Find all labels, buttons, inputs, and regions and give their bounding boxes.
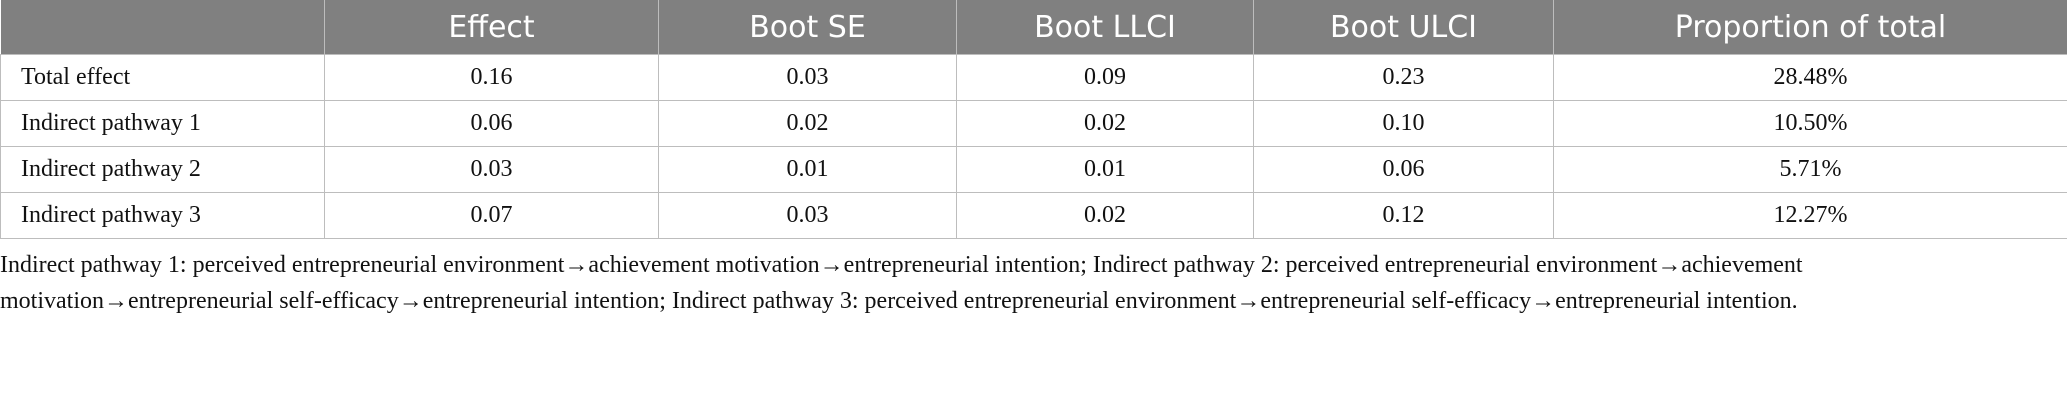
row-label: Total effect: [0, 54, 325, 101]
corner-cell: [0, 0, 325, 55]
cell: 0.01: [956, 146, 1254, 193]
column-header: Boot LLCI: [956, 0, 1254, 55]
cell: 0.16: [324, 54, 659, 101]
cell: 0.03: [658, 192, 957, 239]
cell: 0.01: [658, 146, 957, 193]
cell: 0.06: [1253, 146, 1554, 193]
header-row: Effect Boot SE Boot LLCI Boot ULCI Proportio…: [0, 0, 2067, 55]
cell: 0.10: [1253, 100, 1554, 147]
cell: 12.27%: [1553, 192, 2067, 239]
cell: 0.07: [324, 192, 659, 239]
cell: 0.03: [324, 146, 659, 193]
footnote: Indirect pathway 1: perceived entreprene…: [0, 252, 1803, 314]
cell: 0.02: [956, 100, 1254, 147]
cell: 0.06: [324, 100, 659, 147]
cell: 0.12: [1253, 192, 1554, 239]
table-body: Total effect 0.16 0.03 0.09 0.23 28.48% Indire…: [0, 54, 2067, 239]
column-header: Effect: [324, 0, 659, 55]
cell: 5.71%: [1553, 146, 2067, 193]
column-header: Boot ULCI: [1253, 0, 1554, 55]
cell: 0.02: [956, 192, 1254, 239]
column-header: Boot SE: [658, 0, 957, 55]
table-row: Indirect pathway 1 0.06 0.02 0.02 0.10 10.50%: [0, 100, 2067, 147]
row-label: Indirect pathway 2: [0, 146, 325, 193]
row-label: Indirect pathway 3: [0, 192, 325, 239]
cell: 28.48%: [1553, 54, 2067, 101]
cell: 10.50%: [1553, 100, 2067, 147]
table-row: Total effect 0.16 0.03 0.09 0.23 28.48%: [0, 54, 2067, 101]
table-row: Indirect pathway 3 0.07 0.03 0.02 0.12 12.27%: [0, 192, 2067, 239]
column-header: Proportion of total: [1553, 0, 2067, 55]
cell: 0.09: [956, 54, 1254, 101]
table-row: Indirect pathway 2 0.03 0.01 0.01 0.06 5.71%: [0, 146, 2067, 193]
cell: 0.23: [1253, 54, 1554, 101]
cell: 0.03: [658, 54, 957, 101]
row-label: Indirect pathway 1: [0, 100, 325, 147]
data-table: Effect Boot SE Boot LLCI Boot ULCI Proportio…: [0, 0, 2067, 239]
cell: 0.02: [658, 100, 957, 147]
